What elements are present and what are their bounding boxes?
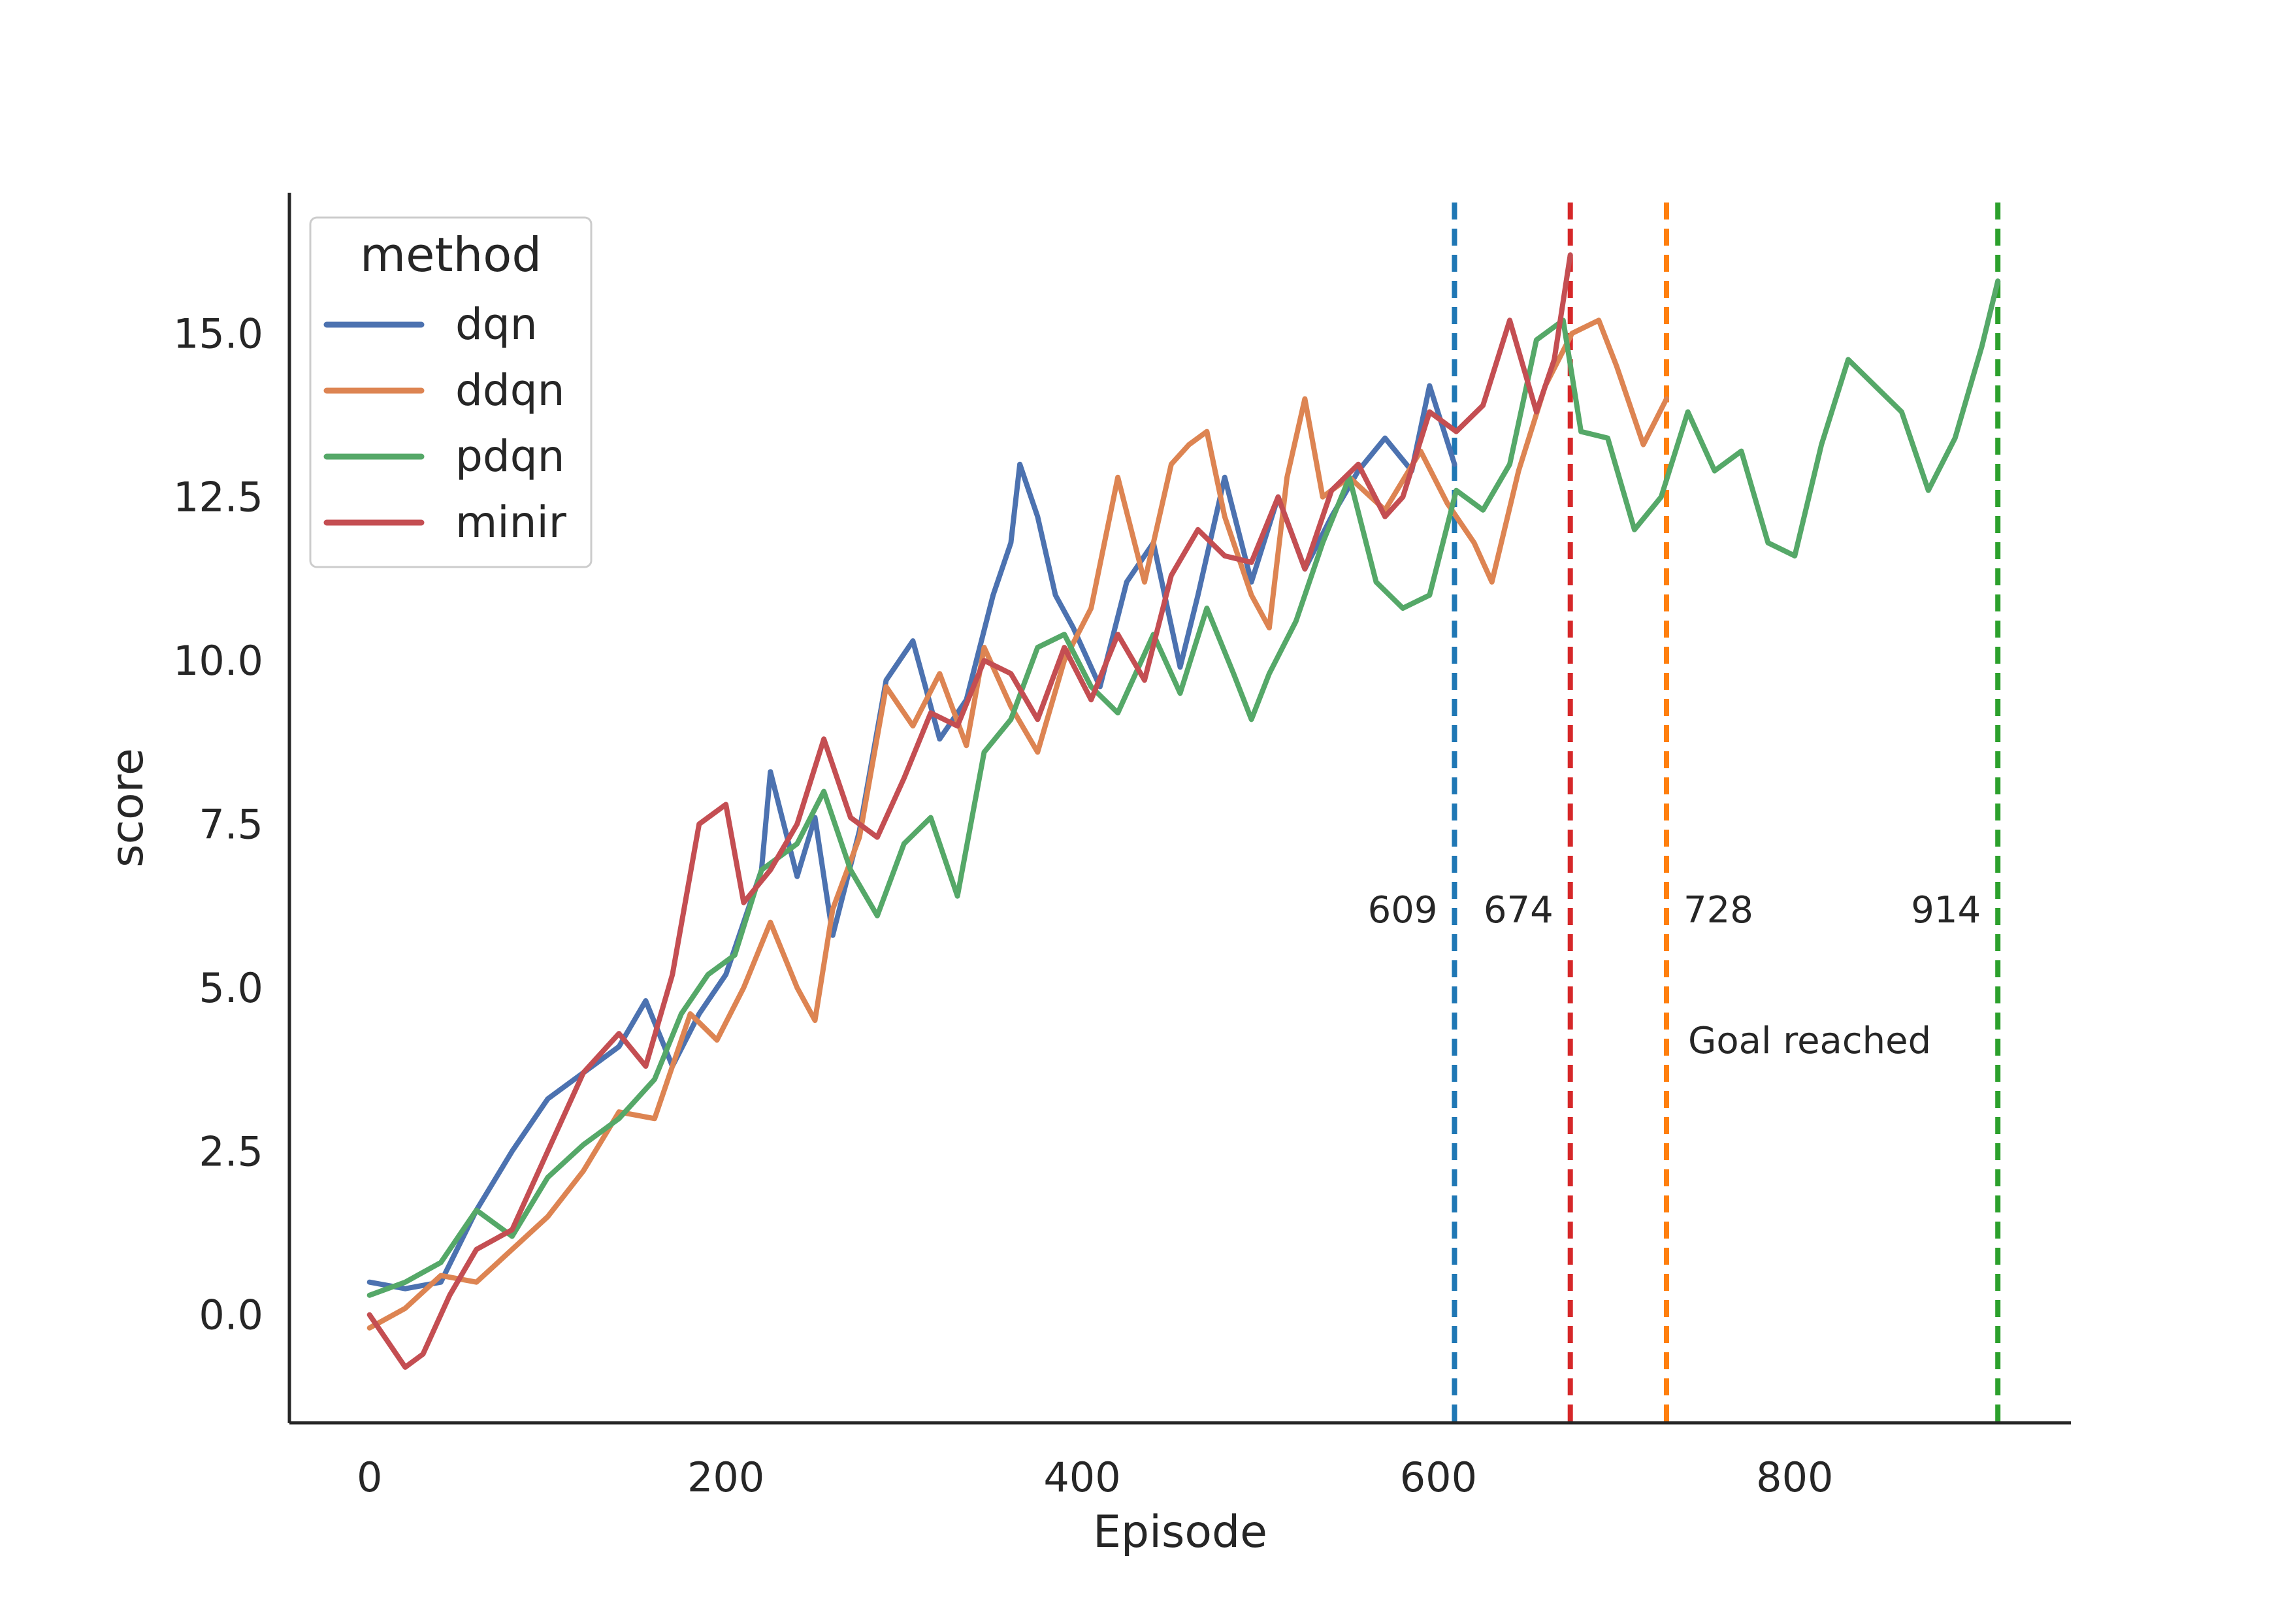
x-tick-label-0: 0 bbox=[357, 1453, 382, 1501]
goal-label-674: 674 bbox=[1484, 889, 1553, 932]
goal-reached-annotation: Goal reached bbox=[1688, 1020, 1931, 1062]
legend: method dqn ddqn pdqn minir bbox=[309, 216, 593, 568]
y-tick-label-7-5: 7.5 bbox=[199, 801, 263, 849]
x-tick-labels: 0 200 400 600 800 bbox=[357, 1453, 1833, 1501]
legend-label-pdqn: pdqn bbox=[455, 431, 565, 481]
goal-label-914: 914 bbox=[1911, 889, 1981, 932]
x-tick-label-200: 200 bbox=[687, 1453, 764, 1501]
goal-label-728: 728 bbox=[1683, 889, 1753, 932]
x-tick-label-600: 600 bbox=[1400, 1453, 1477, 1501]
x-tick-label-400: 400 bbox=[1043, 1453, 1120, 1501]
y-tick-label-10: 10.0 bbox=[173, 637, 263, 685]
y-tick-label-15: 15.0 bbox=[173, 310, 263, 357]
x-tick-label-800: 800 bbox=[1756, 1453, 1833, 1501]
legend-label-dqn: dqn bbox=[455, 299, 538, 349]
legend-box bbox=[309, 216, 593, 568]
y-axis-title: score bbox=[102, 748, 154, 868]
series-line-ddqn bbox=[366, 317, 1669, 1331]
y-tick-label-0: 0.0 bbox=[199, 1291, 263, 1339]
series-lines bbox=[366, 252, 2001, 1370]
goal-label-609: 609 bbox=[1368, 889, 1438, 932]
axes bbox=[287, 193, 2071, 1425]
y-tick-label-2-5: 2.5 bbox=[199, 1128, 263, 1175]
goal-lines bbox=[1452, 203, 2001, 1423]
legend-label-ddqn: ddqn bbox=[455, 365, 565, 415]
goal-annotations: Goal reached 609 674 728 914 bbox=[1368, 889, 1981, 1062]
legend-items: dqn ddqn pdqn minir bbox=[323, 299, 567, 547]
legend-title: method bbox=[360, 227, 542, 282]
series-line-minir bbox=[366, 252, 1573, 1370]
y-tick-labels: 0.0 2.5 5.0 7.5 10.0 12.5 15.0 bbox=[173, 310, 263, 1339]
legend-label-minir: minir bbox=[455, 497, 567, 547]
y-tick-label-12-5: 12.5 bbox=[173, 474, 263, 521]
x-axis-title: Episode bbox=[1093, 1506, 1267, 1558]
series-line-pdqn bbox=[366, 278, 2001, 1298]
y-tick-label-5: 5.0 bbox=[199, 964, 263, 1012]
